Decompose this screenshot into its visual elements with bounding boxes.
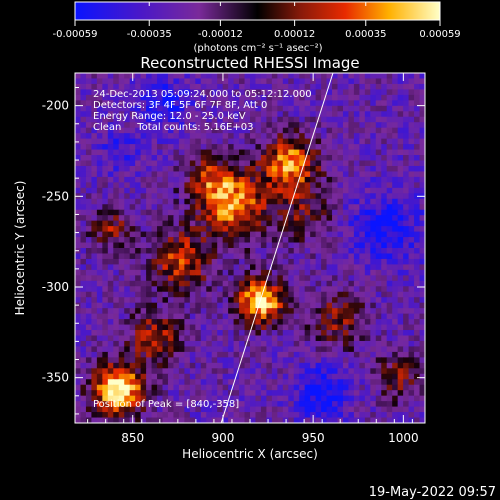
colorbar-tick-label: 0.00035 bbox=[345, 29, 386, 40]
colorbar-labels: -0.00059 -0.00035 -0.00012 0.00012 0.00035 0.… bbox=[53, 29, 461, 40]
annotation-counts: Clean Total counts: 5.16E+03 bbox=[93, 122, 253, 133]
x-tick-labels: 850 900 950 1000 bbox=[121, 431, 418, 445]
y-tick-label: -200 bbox=[42, 99, 69, 113]
colorbar-tick-label: 0.00059 bbox=[419, 29, 460, 40]
peak-position-label: Position of Peak = [840,-358] bbox=[93, 399, 239, 410]
axis-ticks bbox=[75, 73, 425, 423]
colorbar-units: (photons cm⁻² s⁻¹ asec⁻²) bbox=[193, 43, 322, 54]
colorbar bbox=[74, 1, 441, 21]
annotation-block: 24-Dec-2013 05:09:24.000 to 05:12:12.000… bbox=[93, 89, 312, 133]
y-tick-label: -350 bbox=[42, 371, 69, 385]
y-tick-label: -250 bbox=[42, 189, 69, 203]
colorbar-tick-label: -0.00035 bbox=[127, 29, 172, 40]
x-tick-label: 950 bbox=[302, 431, 325, 445]
x-tick-label: 850 bbox=[121, 431, 144, 445]
annotation-energy: Energy Range: 12.0 - 25.0 keV bbox=[93, 111, 246, 122]
colorbar-tick-label: -0.00012 bbox=[198, 29, 243, 40]
x-tick-label: 900 bbox=[211, 431, 234, 445]
annotation-detectors: Detectors: 3F 4F 5F 6F 7F 8F, Att 0 bbox=[93, 100, 267, 111]
annotation-time: 24-Dec-2013 05:09:24.000 to 05:12:12.000 bbox=[93, 89, 312, 100]
y-tick-labels: -200 -250 -300 -350 bbox=[42, 99, 69, 385]
colorbar-tick-label: 0.00012 bbox=[274, 29, 315, 40]
colorbar-tick-label: -0.00059 bbox=[53, 29, 98, 40]
y-axis-label: Heliocentric Y (arcsec) bbox=[13, 181, 27, 316]
solar-limb-line bbox=[220, 73, 334, 423]
footer-timestamp: 19-May-2022 09:57 bbox=[369, 485, 496, 500]
x-tick-label: 1000 bbox=[388, 431, 419, 445]
chart-title: Reconstructed RHESSI Image bbox=[140, 54, 359, 72]
x-axis-label: Heliocentric X (arcsec) bbox=[182, 447, 318, 461]
y-tick-label: -300 bbox=[42, 280, 69, 294]
heatmap bbox=[75, 73, 425, 423]
colorbar-ticks bbox=[74, 2, 441, 26]
